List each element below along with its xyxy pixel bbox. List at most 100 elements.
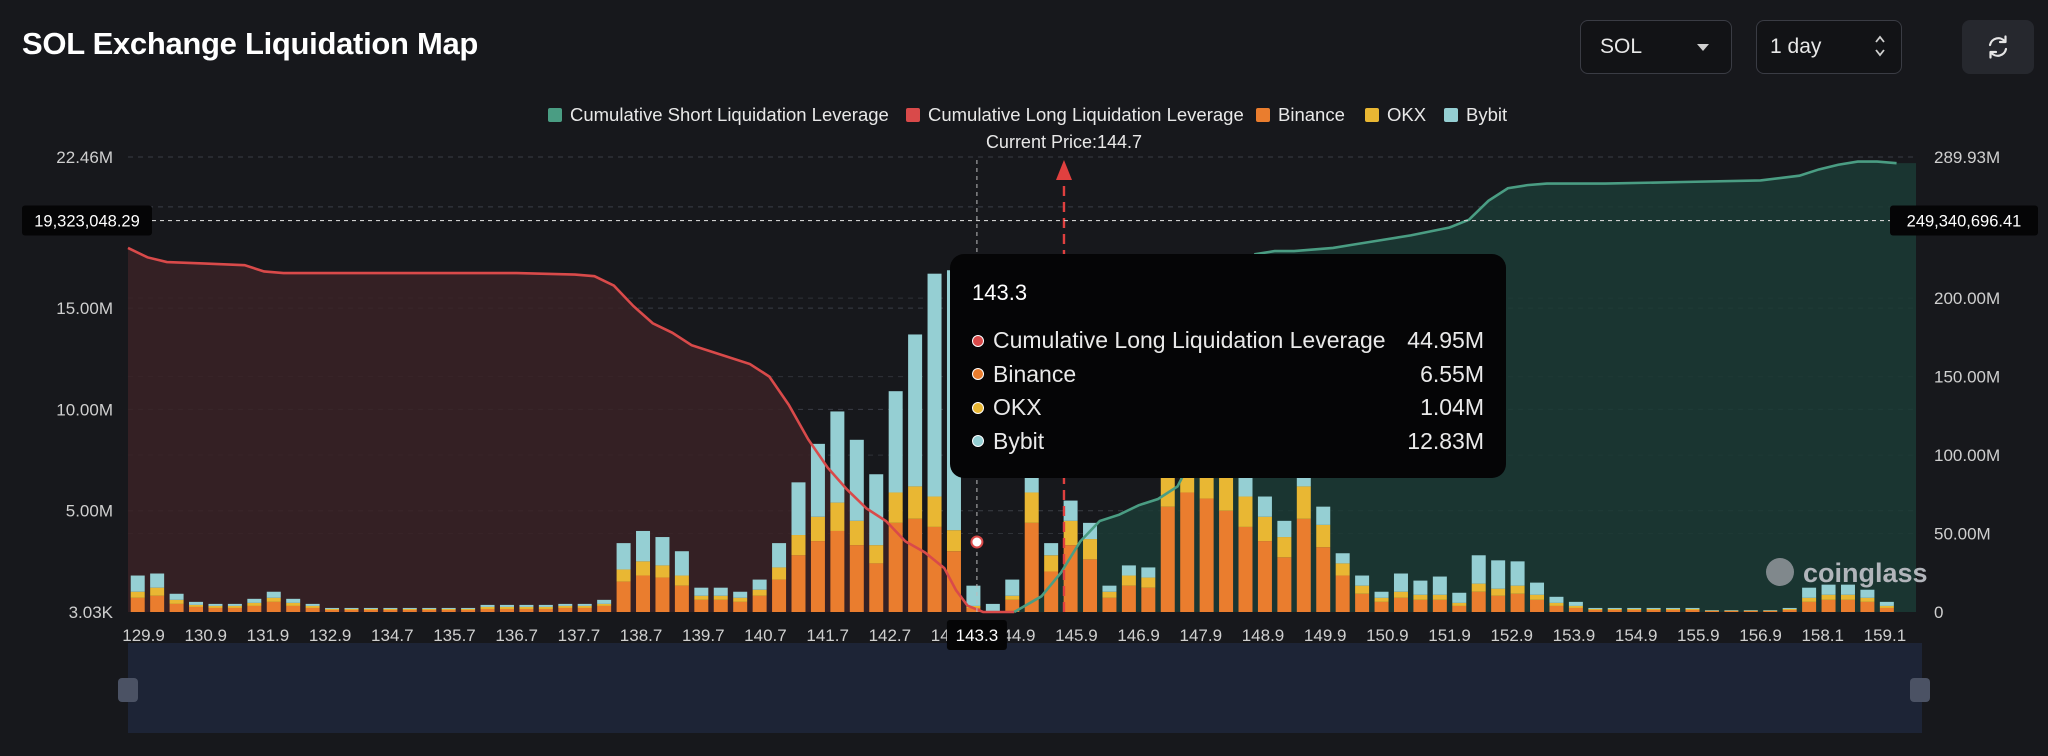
- bar-okx: [1335, 563, 1350, 576]
- bar-binance: [1083, 559, 1098, 612]
- tooltip-row-bybit: Bybit 12.83M: [972, 425, 1484, 459]
- bar-binance: [577, 607, 592, 612]
- bar-binance: [888, 522, 903, 612]
- tooltip-row-binance: Binance 6.55M: [972, 358, 1484, 392]
- bar-binance: [869, 563, 884, 612]
- bar-bybit: [402, 607, 417, 609]
- bar-okx: [616, 569, 631, 582]
- bar-bybit: [927, 273, 942, 497]
- bar-bybit: [810, 443, 825, 517]
- tooltip-okx-value: 1.04M: [1420, 394, 1484, 421]
- tooltip-price: 143.3: [972, 280, 1028, 305]
- bar-okx: [1452, 602, 1467, 606]
- bar-binance: [1005, 599, 1020, 612]
- bar-binance: [1121, 585, 1136, 612]
- bar-bybit: [655, 537, 670, 566]
- bar-bybit: [1374, 591, 1389, 598]
- current-price-label: Current Price:144.7: [986, 132, 1142, 152]
- bar-okx: [1044, 555, 1059, 572]
- tooltip-bybit-dot: [972, 435, 984, 448]
- bar-okx: [422, 608, 437, 610]
- legend-label: OKX: [1387, 104, 1426, 125]
- crosshair-left-label: 19,323,048.29: [34, 213, 140, 231]
- legend-label: Cumulative Short Liquidation Leverage: [570, 104, 889, 125]
- bar-bybit: [1821, 584, 1836, 595]
- short-cumulative-line: [1013, 160, 1897, 614]
- bar-bybit: [1763, 610, 1778, 611]
- bar-binance: [1607, 609, 1622, 612]
- y-left-tick-label: 15.00M: [56, 299, 113, 318]
- bar-okx: [169, 599, 184, 604]
- bar-bybit: [169, 593, 184, 600]
- bar-bybit: [305, 603, 320, 606]
- bar-okx: [247, 602, 262, 606]
- bar-binance: [1627, 609, 1642, 612]
- bar-binance: [772, 579, 787, 612]
- x-tick-label: 147.9: [1180, 626, 1223, 645]
- x-tick-label: 159.1: [1864, 626, 1907, 645]
- x-tick-label: 130.9: [184, 626, 227, 645]
- bar-okx: [1393, 591, 1408, 598]
- bar-binance: [1782, 609, 1797, 612]
- legend-label: Bybit: [1466, 104, 1507, 125]
- bar-binance: [1180, 492, 1195, 612]
- bar-binance: [1685, 609, 1700, 612]
- y-left-tick-label: 3.03K: [69, 603, 114, 622]
- x-tick-label: 136.7: [495, 626, 538, 645]
- bar-binance: [908, 518, 923, 612]
- bar-binance: [1704, 610, 1719, 612]
- bar-binance: [422, 609, 437, 612]
- bar-okx: [480, 606, 495, 609]
- bar-bybit: [1141, 567, 1156, 578]
- bar-binance: [325, 609, 340, 612]
- bar-okx: [1160, 470, 1175, 507]
- bar-bybit: [1704, 610, 1719, 611]
- tooltip-okx-name: OKX: [993, 394, 1042, 421]
- bar-binance: [1238, 526, 1253, 612]
- bar-bybit: [266, 591, 281, 598]
- bar-okx: [810, 516, 825, 542]
- bar-okx: [1063, 520, 1078, 546]
- crosshair-right-label: 249,340,696.41: [1907, 213, 2022, 231]
- bar-bybit: [1510, 561, 1525, 586]
- tooltip-long-dot: [972, 334, 984, 347]
- bar-okx: [1296, 486, 1311, 519]
- bar-okx: [733, 597, 748, 602]
- bar-binance: [1452, 605, 1467, 612]
- bar-bybit: [441, 607, 456, 609]
- time-range-select[interactable]: 1 day: [1756, 20, 1902, 74]
- bar-binance: [363, 609, 378, 612]
- bar-binance: [1355, 593, 1370, 612]
- bar-okx: [189, 604, 204, 607]
- bar-bybit: [1840, 584, 1855, 595]
- bar-okx: [830, 502, 845, 531]
- bar-okx: [538, 606, 553, 609]
- bar-binance: [1413, 599, 1428, 612]
- bar-okx: [849, 520, 864, 546]
- y-right-tick-label: 0: [1934, 603, 1943, 622]
- bar-okx: [908, 486, 923, 519]
- x-tick-label: 140.7: [744, 626, 787, 645]
- refresh-button[interactable]: [1962, 20, 2034, 74]
- bar-binance: [208, 607, 223, 612]
- bar-okx: [713, 595, 728, 600]
- bar-bybit: [1335, 553, 1350, 564]
- bar-bybit: [888, 391, 903, 493]
- bar-bybit: [616, 543, 631, 570]
- bar-binance: [1549, 605, 1564, 612]
- coinglass-watermark: coinglass: [1803, 558, 1928, 588]
- bar-binance: [597, 605, 612, 612]
- hover-point: [970, 535, 984, 549]
- bar-bybit: [577, 603, 592, 606]
- tooltip-row-okx: OKX 1.04M: [972, 391, 1484, 425]
- bar-bybit: [1238, 472, 1253, 497]
- bar-bybit: [189, 601, 204, 605]
- bar-bybit: [208, 603, 223, 606]
- time-range-value: 1 day: [1770, 35, 1822, 58]
- bar-binance: [1646, 609, 1661, 612]
- x-tick-label: 146.9: [1117, 626, 1160, 645]
- bar-bybit: [383, 607, 398, 609]
- coin-select[interactable]: SOL: [1580, 20, 1732, 74]
- bar-bybit: [849, 439, 864, 521]
- bar-binance: [1491, 595, 1506, 612]
